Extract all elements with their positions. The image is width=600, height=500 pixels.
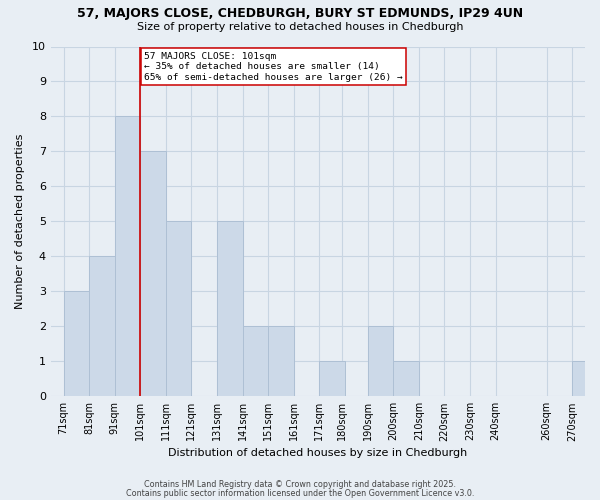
- Bar: [140, 152, 166, 396]
- X-axis label: Distribution of detached houses by size in Chedburgh: Distribution of detached houses by size …: [168, 448, 467, 458]
- Text: 57 MAJORS CLOSE: 101sqm
← 35% of detached houses are smaller (14)
65% of semi-de: 57 MAJORS CLOSE: 101sqm ← 35% of detache…: [144, 52, 403, 82]
- Bar: [319, 362, 345, 396]
- Bar: [64, 292, 89, 397]
- Bar: [217, 222, 242, 396]
- Bar: [166, 222, 191, 396]
- Text: Contains public sector information licensed under the Open Government Licence v3: Contains public sector information licen…: [126, 489, 474, 498]
- Bar: [89, 256, 115, 396]
- Y-axis label: Number of detached properties: Number of detached properties: [15, 134, 25, 309]
- Bar: [268, 326, 293, 396]
- Text: Contains HM Land Registry data © Crown copyright and database right 2025.: Contains HM Land Registry data © Crown c…: [144, 480, 456, 489]
- Bar: [572, 362, 598, 396]
- Bar: [368, 326, 394, 396]
- Text: Size of property relative to detached houses in Chedburgh: Size of property relative to detached ho…: [137, 22, 463, 32]
- Bar: [394, 362, 419, 396]
- Bar: [115, 116, 140, 396]
- Bar: [242, 326, 268, 396]
- Text: 57, MAJORS CLOSE, CHEDBURGH, BURY ST EDMUNDS, IP29 4UN: 57, MAJORS CLOSE, CHEDBURGH, BURY ST EDM…: [77, 8, 523, 20]
